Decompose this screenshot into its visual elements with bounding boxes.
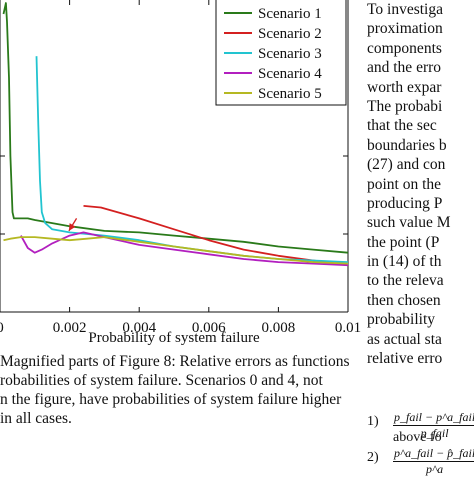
legend-label-2: Scenario 2 — [258, 26, 322, 42]
body-line: components — [367, 39, 442, 57]
x-tick-label: 0.002 — [53, 320, 87, 336]
body-line: as actual sta — [367, 330, 442, 348]
fraction-denominator: p_fail — [420, 426, 449, 440]
body-line: then chosen — [367, 291, 441, 309]
body-line: boundaries b — [367, 136, 447, 154]
caption-line: in all cases. — [0, 410, 72, 427]
body-line: point on the — [367, 175, 442, 193]
series-line-1 — [2, 2, 349, 254]
body-line: To investiga — [367, 1, 443, 18]
annotations — [68, 218, 78, 232]
legend: Scenario 1 Scenario 2 Scenario 3 Scenario 4… — [215, 0, 347, 106]
body-line: producing P — [367, 194, 443, 212]
series-line-5 — [3, 236, 349, 265]
body-line: to the releva — [367, 272, 444, 290]
body-line: and the erro — [367, 59, 442, 77]
fraction-numerator: p_fail − p^a_fail — [393, 410, 474, 426]
equation-fraction: p_fail − p^a_fail p_fail — [393, 410, 474, 441]
legend-label-5: Scenario 5 — [258, 86, 322, 102]
figure-caption: Magnified parts of Figure 8: Relative er… — [0, 352, 372, 428]
body-line: in (14) of th — [367, 253, 442, 271]
x-axis-label: Probability of system failure — [88, 330, 260, 346]
equation-list: 1) p_fail − p^a_fail p_fail above fo 2) … — [367, 410, 474, 482]
series-lines — [2, 2, 349, 267]
x-tick-label: 0 — [0, 320, 4, 336]
body-line: probability — [367, 311, 436, 329]
equation-number: 1) — [367, 414, 379, 429]
caption-line: robabilities of system failure. Scenario… — [0, 372, 323, 389]
x-tick-label: 0.006 — [192, 320, 226, 336]
caption-line: n the figure, have probabilities of syst… — [0, 391, 342, 408]
equation-number: 2) — [367, 450, 379, 465]
body-line: worth expar — [367, 78, 442, 96]
body-line: The probabi — [367, 97, 443, 115]
x-tick-label: 0.01 — [335, 320, 361, 336]
x-tick-label: 0.008 — [262, 320, 296, 336]
body-line: proximation — [367, 20, 443, 38]
x-tick-label: 0.004 — [122, 320, 156, 336]
body-line: the point (P — [367, 233, 440, 251]
arrow-head — [68, 223, 76, 231]
body-line: (27) and con — [367, 156, 446, 174]
equation-item-1: 1) p_fail − p^a_fail p_fail above fo — [367, 410, 474, 446]
fraction-numerator: p^a_fail − p̂_fail — [393, 446, 474, 462]
body-line: such value M — [367, 214, 451, 232]
body-line: relative erro — [367, 350, 443, 368]
fraction-denominator: p^a — [426, 462, 444, 476]
equation-item-2: 2) p^a_fail − p̂_fail p^a — [367, 446, 474, 482]
body-text-column: To investiga proximation components and … — [367, 0, 474, 368]
equation-fraction: p^a_fail − p̂_fail p^a — [393, 446, 474, 477]
legend-label-4: Scenario 4 — [258, 66, 322, 82]
legend-label-1: Scenario 1 — [258, 6, 322, 22]
equation-tail-text: above fo — [393, 430, 442, 445]
series-line-2 — [83, 205, 349, 267]
caption-line: Magnified parts of Figure 8: Relative er… — [0, 353, 350, 370]
axis-ticks: 0 0.002 0.004 0.006 0.008 0.01 — [0, 0, 361, 336]
body-line: that the sec — [367, 117, 437, 135]
legend-label-3: Scenario 3 — [258, 46, 322, 62]
